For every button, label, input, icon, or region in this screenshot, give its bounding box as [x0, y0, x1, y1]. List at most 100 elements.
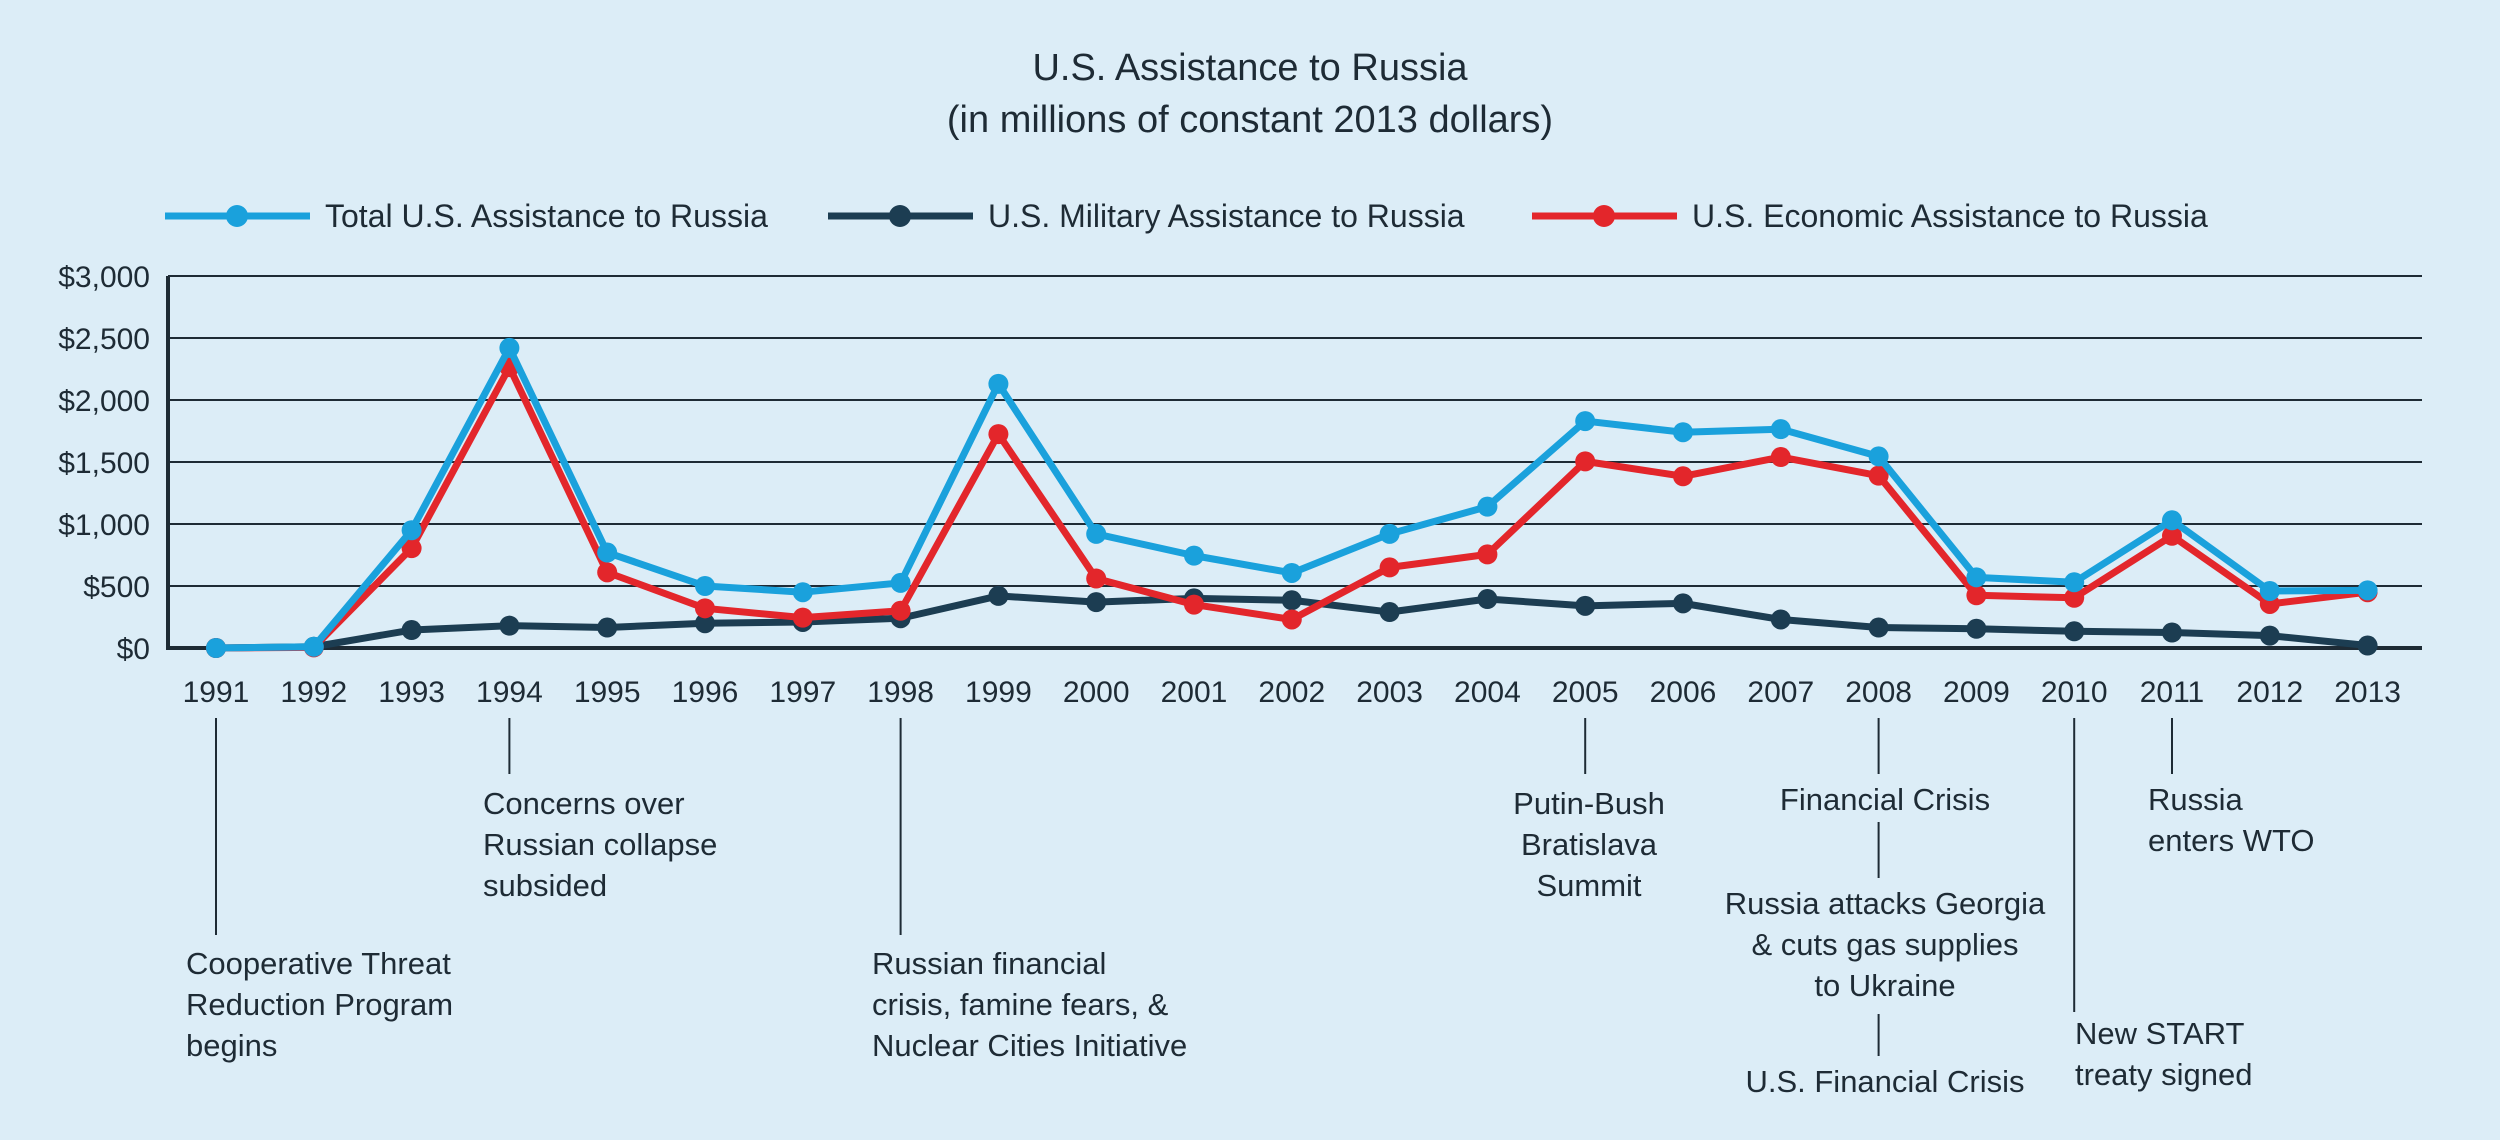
- data-point-total: [2162, 510, 2182, 531]
- data-point-total: [1281, 562, 1302, 583]
- annotation-line: Bratislava: [1521, 827, 1658, 862]
- data-point-economic: [401, 538, 422, 559]
- data-point-economic: [890, 600, 911, 621]
- annotation-text: Financial Crisis: [1780, 782, 1990, 817]
- x-axis-ticks: 1991 1992 1993 1994 1995 1996 1997 1998 1999 2000…: [183, 676, 2401, 709]
- x-tick-label: 2007: [1747, 676, 1814, 709]
- data-point-total: [1770, 419, 1791, 440]
- x-tick-label: 1999: [965, 676, 1032, 709]
- data-point-total: [1379, 523, 1400, 544]
- x-tick-label: 2002: [1258, 676, 1325, 709]
- data-point-economic: [1770, 447, 1791, 468]
- y-tick-label: $2,500: [58, 323, 150, 356]
- data-point-military: [695, 613, 715, 634]
- annotation-line: U.S. Financial Crisis: [1745, 1064, 2024, 1099]
- data-point-economic: [2162, 525, 2182, 546]
- gridlines: [166, 275, 2422, 650]
- legend-label: Total U.S. Assistance to Russia: [325, 198, 768, 234]
- data-point-military: [1379, 602, 1400, 623]
- data-point-military: [1770, 609, 1791, 630]
- data-point-military: [1281, 590, 1302, 611]
- annotation-1998: Russian financial crisis, famine fears, &…: [872, 718, 1187, 1063]
- data-point-economic: [1086, 568, 1107, 589]
- annotation-line: enters WTO: [2148, 823, 2315, 858]
- y-tick-label: $1,000: [58, 509, 150, 542]
- data-point-total: [890, 572, 911, 593]
- data-point-total: [499, 337, 520, 358]
- annotation-line: crisis, famine fears, &: [872, 987, 1169, 1022]
- data-point-total: [1966, 567, 1987, 588]
- annotation-1991: Cooperative Threat Reduction Program begin…: [186, 718, 453, 1063]
- annotation-line: subsided: [483, 868, 607, 903]
- annotation-line: to Ukraine: [1814, 968, 1955, 1003]
- annotation-line: begins: [186, 1028, 277, 1063]
- annotation-line: Concerns over: [483, 786, 685, 821]
- y-tick-label: $0: [117, 633, 150, 666]
- annotation-line: treaty signed: [2075, 1057, 2253, 1092]
- annotation-line: Russian collapse: [483, 827, 717, 862]
- legend-label: U.S. Military Assistance to Russia: [988, 198, 1465, 234]
- data-point-military: [988, 585, 1009, 606]
- y-tick-label: $2,000: [58, 385, 150, 418]
- legend-swatch-marker: [226, 205, 248, 227]
- data-point-economic: [1966, 585, 1987, 606]
- x-tick-label: 1997: [769, 676, 836, 709]
- x-tick-label: 1991: [183, 676, 250, 709]
- data-point-economic: [1281, 609, 1302, 630]
- data-point-military: [1966, 618, 1987, 639]
- annotation-line: Cooperative Threat: [186, 946, 451, 981]
- legend: Total U.S. Assistance to Russia U.S. Mili…: [165, 198, 2208, 234]
- annotation-2008: Financial Crisis: [1780, 718, 1990, 817]
- data-point-military: [401, 620, 422, 641]
- x-tick-label: 2010: [2041, 676, 2108, 709]
- data-point-military: [1575, 595, 1596, 616]
- annotation-text: Concerns over Russian collapse subsided: [483, 786, 717, 903]
- x-tick-label: 2005: [1552, 676, 1619, 709]
- data-point-total: [1673, 422, 1693, 443]
- data-point-economic: [988, 424, 1009, 445]
- annotation-text: Russia enters WTO: [2148, 782, 2315, 858]
- annotation-line: Financial Crisis: [1780, 782, 1990, 817]
- annotation-line: & cuts gas supplies: [1751, 927, 2018, 962]
- x-tick-label: 1993: [378, 676, 445, 709]
- annotation-text: New START treaty signed: [2075, 1016, 2253, 1092]
- x-tick-label: 2008: [1845, 676, 1912, 709]
- x-tick-label: 2004: [1454, 676, 1521, 709]
- data-point-total: [401, 520, 422, 541]
- data-point-military: [1868, 617, 1889, 638]
- data-point-total: [695, 576, 715, 596]
- annotation-line: Russia attacks Georgia: [1725, 886, 2046, 921]
- data-point-total: [2064, 572, 2085, 593]
- x-tick-label: 2000: [1063, 676, 1130, 709]
- legend-item-total: Total U.S. Assistance to Russia: [165, 198, 768, 234]
- annotation-2011: Russia enters WTO: [2148, 718, 2315, 858]
- series-economic: [206, 357, 2378, 658]
- data-point-economic: [792, 607, 813, 628]
- annotation-line: Putin-Bush: [1513, 786, 1665, 821]
- annotation-line: Russian financial: [872, 946, 1106, 981]
- annotation-text: Russia attacks Georgia & cuts gas supplie…: [1725, 886, 2046, 1003]
- x-tick-label: 1998: [867, 676, 934, 709]
- x-tick-label: 2001: [1161, 676, 1228, 709]
- data-point-military: [1086, 592, 1107, 613]
- data-point-military: [1477, 589, 1498, 610]
- data-point-total: [1868, 446, 1889, 467]
- data-point-military: [2357, 635, 2378, 656]
- data-point-economic: [2064, 587, 2085, 608]
- annotation-text: Putin-Bush Bratislava Summit: [1513, 786, 1665, 903]
- data-point-economic: [1673, 466, 1693, 487]
- annotation-2010: New START treaty signed: [2073, 718, 2253, 1092]
- annotation-2008: Russia attacks Georgia & cuts gas supplie…: [1725, 822, 2046, 1003]
- data-point-economic: [695, 598, 715, 619]
- data-point-total: [1477, 496, 1498, 517]
- annotation-2005: Putin-Bush Bratislava Summit: [1513, 718, 1665, 903]
- data-point-total: [1184, 545, 1204, 566]
- data-point-total: [2259, 580, 2280, 601]
- x-tick-label: 2003: [1356, 676, 1423, 709]
- x-tick-label: 1996: [672, 676, 739, 709]
- x-tick-label: 2013: [2334, 676, 2401, 709]
- data-point-military: [2259, 625, 2280, 646]
- series-total: [206, 337, 2378, 658]
- data-point-economic: [1575, 451, 1596, 472]
